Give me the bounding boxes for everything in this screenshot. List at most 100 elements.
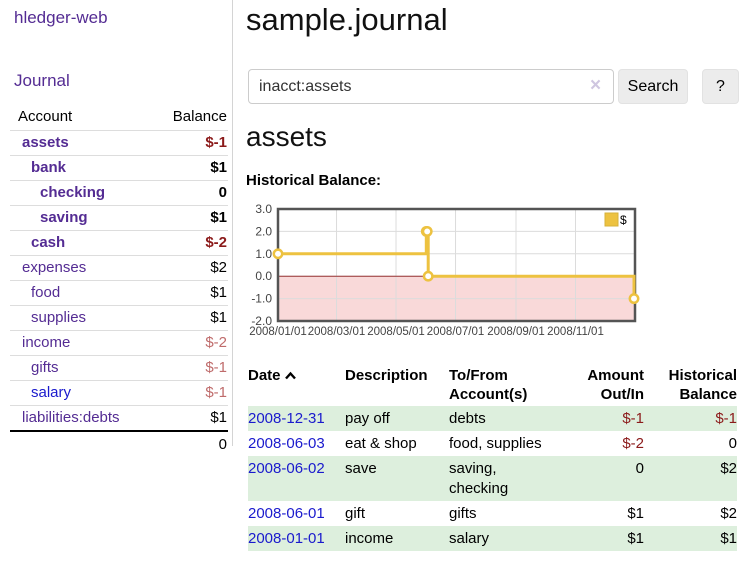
account-row: assets $-1 xyxy=(10,130,228,156)
tx-accounts-cell: saving, checking xyxy=(449,460,509,497)
account-row: liabilities:debts $1 xyxy=(10,405,228,432)
data-point xyxy=(421,225,433,237)
help-button[interactable]: ? xyxy=(702,69,739,104)
account-balance: $1 xyxy=(210,409,227,426)
account-balance: $-2 xyxy=(205,334,227,351)
tx-date-link[interactable]: 2008-01-01 xyxy=(248,530,325,547)
account-name-cell: expenses xyxy=(10,256,155,281)
transactions-table: Date Description To/From Account(s) Amou… xyxy=(248,362,737,551)
chevron-up-icon xyxy=(284,366,297,385)
account-balance: $1 xyxy=(210,159,227,176)
tx-balance-cell: $-1 xyxy=(715,410,737,427)
tx-amount-cell: $-1 xyxy=(622,410,644,427)
account-row: gifts $-1 xyxy=(10,355,228,381)
account-link[interactable]: food xyxy=(31,284,61,301)
account-name-cell: food xyxy=(10,281,155,306)
account-name-cell: salary xyxy=(10,381,155,406)
transaction-row: 2008-12-31 pay off debts $-1 $-1 xyxy=(248,406,737,431)
data-point xyxy=(272,248,284,260)
page-title: sample.journal xyxy=(246,2,448,37)
account-link[interactable]: cash xyxy=(31,234,66,251)
tx-date-link[interactable]: 2008-12-31 xyxy=(248,410,325,427)
sidebar: hledger-web Journal Account Balance asse… xyxy=(0,0,233,453)
legend-swatch xyxy=(604,212,619,227)
tx-date-link[interactable]: 2008-06-02 xyxy=(248,460,325,477)
account-name-cell: assets xyxy=(10,131,155,156)
legend-label: $ xyxy=(620,213,627,227)
tx-date-link[interactable]: 2008-06-03 xyxy=(248,435,325,452)
account-balance: $1 xyxy=(210,209,227,226)
account-row: bank $1 xyxy=(10,155,228,181)
y-tick-label: -1.0 xyxy=(251,292,272,306)
account-link[interactable]: salary xyxy=(31,384,72,401)
account-balance: $-1 xyxy=(205,384,227,401)
account-link[interactable]: checking xyxy=(40,184,106,201)
tx-description-cell: eat & shop xyxy=(345,435,417,452)
nav-journal-link[interactable]: Journal xyxy=(14,71,70,90)
tx-header-balance: Historical Balance xyxy=(668,367,737,403)
tx-header-amount: Amount Out/In xyxy=(587,367,644,403)
account-name-cell: gifts xyxy=(10,356,155,381)
search-bar: × Search ? xyxy=(248,69,739,104)
tx-date-cell: 2008-06-02 xyxy=(248,456,345,501)
tx-balance-cell: $1 xyxy=(720,530,737,547)
account-balance: $1 xyxy=(210,309,227,326)
transaction-row: 2008-06-03 eat & shop food, supplies $-2 0 xyxy=(248,431,737,456)
app-title-link[interactable]: hledger-web xyxy=(14,8,108,27)
tx-description-cell: pay off xyxy=(345,410,390,427)
clear-search-icon[interactable]: × xyxy=(590,75,602,96)
account-name-cell: checking xyxy=(10,181,155,206)
y-tick-label: 2.0 xyxy=(255,224,272,238)
account-balance: $1 xyxy=(210,284,227,301)
transaction-row: 2008-06-01 gift gifts $1 $2 xyxy=(248,501,737,526)
tx-accounts-cell: debts xyxy=(449,410,486,427)
tx-accounts-cell: gifts xyxy=(449,505,477,522)
accounts-total-row: 0 xyxy=(10,431,228,458)
tx-date-link[interactable]: 2008-06-01 xyxy=(248,505,325,522)
search-input[interactable] xyxy=(248,69,614,104)
account-link[interactable]: income xyxy=(22,334,71,351)
x-tick-label: 2008/09/01 xyxy=(487,326,545,338)
plot-border xyxy=(276,207,637,323)
account-balance: $2 xyxy=(210,259,227,276)
account-link[interactable]: expenses xyxy=(22,259,87,276)
x-tick-label: 2008/07/01 xyxy=(427,326,485,338)
account-heading: assets xyxy=(246,121,327,152)
transactions-header-row: Date Description To/From Account(s) Amou… xyxy=(248,362,737,406)
account-row: income $-2 xyxy=(10,330,228,356)
tx-accounts-cell: salary xyxy=(449,530,490,547)
account-row: salary $-1 xyxy=(10,380,228,406)
accounts-header-account: Account xyxy=(18,108,73,125)
account-link[interactable]: supplies xyxy=(31,309,87,326)
accounts-total-spacer xyxy=(10,431,155,458)
account-link[interactable]: bank xyxy=(31,159,67,176)
account-link[interactable]: liabilities:debts xyxy=(22,409,120,426)
account-row: cash $-2 xyxy=(10,230,228,256)
y-tick-label: 0.0 xyxy=(255,269,272,283)
tx-header-date[interactable]: Date xyxy=(248,362,345,406)
tx-date-cell: 2008-01-01 xyxy=(248,526,345,551)
account-link[interactable]: gifts xyxy=(31,359,59,376)
account-row: supplies $1 xyxy=(10,305,228,331)
tx-date-cell: 2008-06-01 xyxy=(248,501,345,526)
account-row: expenses $2 xyxy=(10,255,228,281)
account-link[interactable]: assets xyxy=(22,134,69,151)
tx-date-cell: 2008-06-03 xyxy=(248,431,345,456)
tx-header-description: Description xyxy=(345,367,428,384)
data-point xyxy=(628,293,640,305)
tx-amount-cell: $1 xyxy=(627,505,644,522)
tx-description-cell: save xyxy=(345,460,377,477)
y-tick-label: 3.0 xyxy=(255,202,272,216)
tx-header-date-label: Date xyxy=(248,367,281,384)
tx-description-cell: income xyxy=(345,530,394,547)
accounts-total-balance: 0 xyxy=(218,436,227,453)
account-name-cell: income xyxy=(10,331,155,356)
account-name-cell: cash xyxy=(10,231,155,256)
x-tick-label: 2008/11/01 xyxy=(547,326,604,338)
account-link[interactable]: saving xyxy=(40,209,88,226)
tx-amount-cell: $1 xyxy=(627,530,644,547)
account-balance: 0 xyxy=(218,184,227,201)
account-name-cell: bank xyxy=(10,156,155,181)
search-button[interactable]: Search xyxy=(618,69,688,104)
accounts-table: Account Balance assets $-1 bank $1 checking 0… xyxy=(10,103,228,458)
